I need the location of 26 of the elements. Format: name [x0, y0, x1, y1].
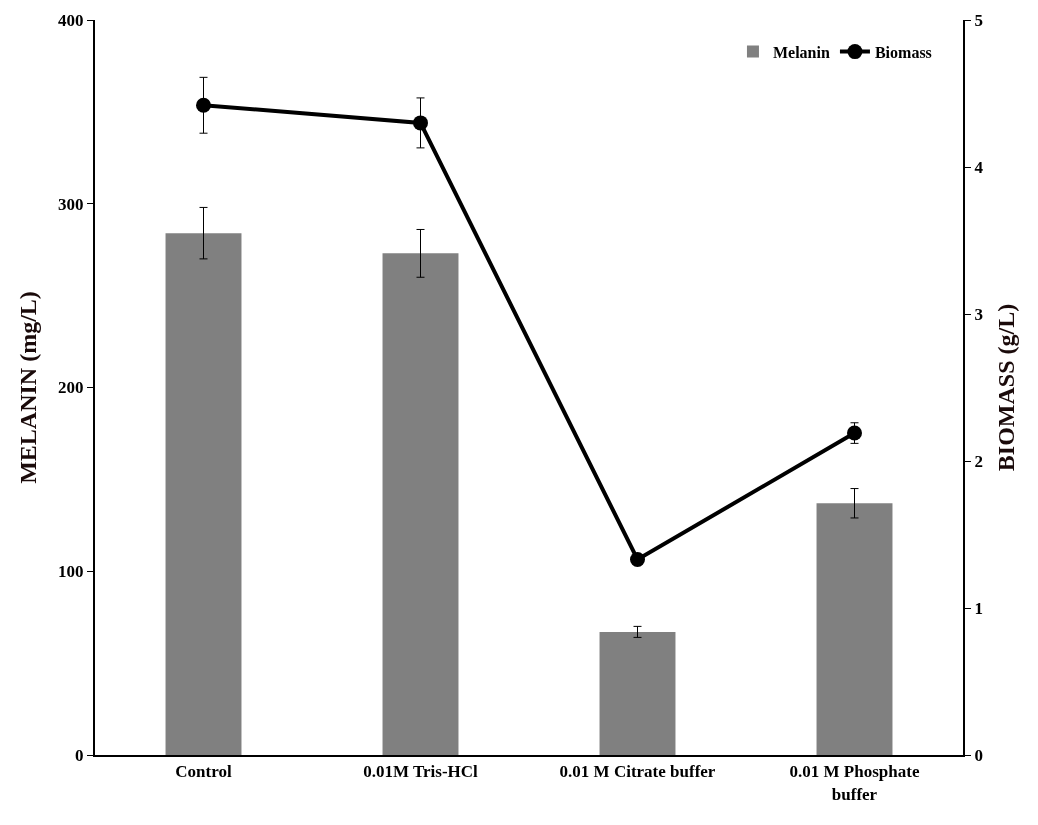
bar — [816, 503, 893, 755]
bar — [165, 233, 242, 755]
y-tick-label: 300 — [58, 194, 84, 214]
y2-axis-title: BIOMASS (g/L) — [993, 303, 1020, 472]
point — [630, 551, 645, 567]
bar — [382, 253, 459, 755]
legend-label: Biomass — [874, 43, 932, 61]
legend-label: Melanin — [772, 43, 830, 61]
y-tick-label: 0 — [75, 745, 84, 765]
y2-tick-label: 1 — [974, 598, 983, 618]
y2-tick-label: 2 — [974, 451, 983, 471]
x-tick-label: 0.01 M Phosphate buffer — [789, 762, 920, 804]
y-tick-label: 400 — [58, 10, 84, 30]
point — [196, 97, 211, 113]
y2-tick-label: 0 — [974, 745, 983, 765]
x-tick-label: 0.01M Tris-HCl — [363, 762, 479, 782]
y-tick-label: 100 — [58, 562, 84, 582]
y2-tick-label: 4 — [974, 157, 984, 177]
x-tick-label: Control — [175, 762, 232, 782]
y-axis-title: MELANIN (mg/L) — [14, 291, 41, 484]
bar — [599, 631, 676, 755]
y-tick-label: 200 — [58, 378, 84, 398]
y2-tick-label: 5 — [974, 10, 983, 30]
point — [413, 115, 428, 131]
y2-tick-label: 3 — [974, 304, 983, 324]
x-tick-label: 0.01 M Citrate buffer — [559, 762, 716, 782]
